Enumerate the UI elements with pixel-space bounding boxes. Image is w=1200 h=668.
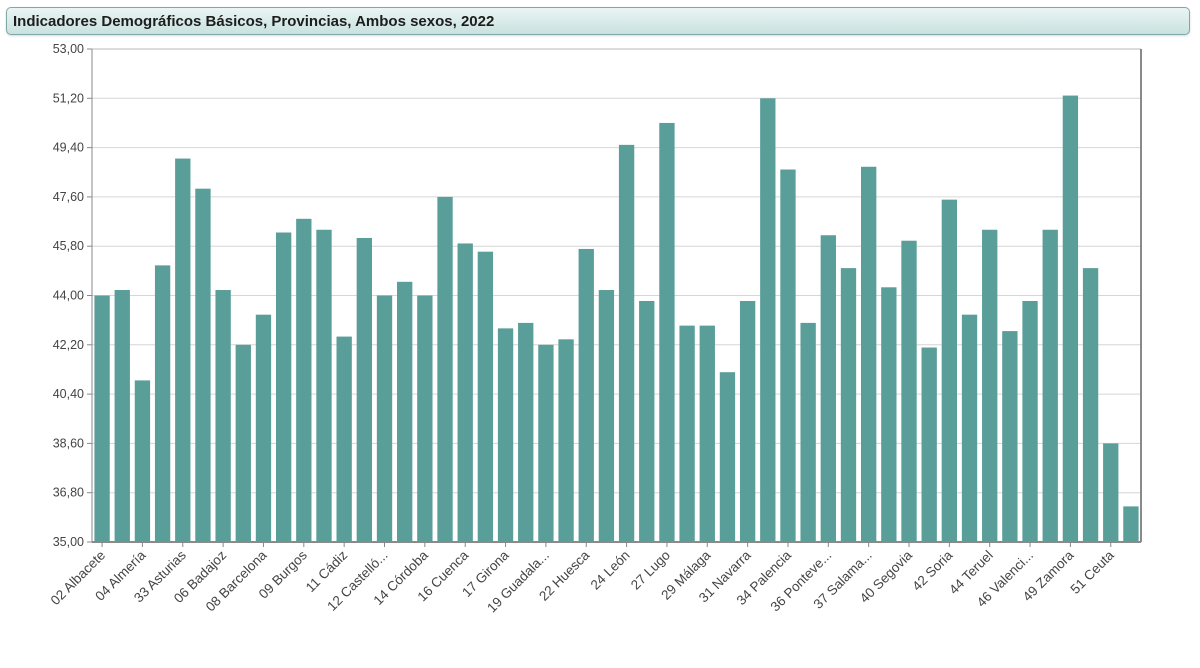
bar[interactable]	[134, 380, 151, 542]
bar[interactable]	[639, 300, 655, 542]
bar[interactable]	[154, 265, 171, 542]
chart-title-bar: Indicadores Demográficos Básicos, Provin…	[6, 7, 1190, 35]
bar[interactable]	[376, 295, 393, 543]
bar[interactable]	[518, 322, 534, 542]
bar[interactable]	[356, 237, 373, 542]
bar[interactable]	[1103, 443, 1119, 542]
bar[interactable]	[235, 344, 251, 542]
bar[interactable]	[780, 169, 796, 542]
bar[interactable]	[558, 339, 574, 542]
bar[interactable]	[538, 344, 554, 542]
bar[interactable]	[800, 322, 816, 542]
bar[interactable]	[982, 229, 998, 542]
bar[interactable]	[215, 290, 231, 542]
bar[interactable]	[477, 251, 494, 542]
bar[interactable]	[1062, 95, 1079, 543]
y-tick-label: 51,20	[53, 91, 84, 105]
bar[interactable]	[860, 166, 877, 542]
bar[interactable]	[961, 314, 978, 542]
bar[interactable]	[760, 98, 776, 543]
y-tick-label: 40,40	[53, 387, 84, 401]
bar[interactable]	[699, 325, 715, 542]
bar[interactable]	[941, 199, 958, 542]
bar[interactable]	[195, 188, 211, 542]
bar[interactable]	[881, 287, 897, 542]
chart-title: Indicadores Demográficos Básicos, Provin…	[13, 13, 495, 30]
y-axis: 35,00 36,80 38,60 40,40 42,20 44,00 45,80 47,60…	[53, 42, 92, 549]
bar[interactable]	[901, 240, 917, 542]
bar[interactable]	[618, 144, 635, 542]
y-tick-label: 35,00	[53, 535, 84, 549]
bar[interactable]	[1022, 300, 1038, 542]
bars	[94, 95, 1139, 543]
bar[interactable]	[336, 336, 352, 542]
bar[interactable]	[1042, 229, 1058, 542]
bar[interactable]	[739, 300, 756, 542]
y-tick-label: 42,20	[53, 338, 84, 352]
bar[interactable]	[175, 158, 191, 543]
bar[interactable]	[840, 268, 857, 542]
y-tick-label: 49,40	[53, 141, 84, 155]
y-tick-label: 53,00	[53, 42, 84, 56]
x-tick-label: 51 Ceuta	[1068, 547, 1118, 597]
bar[interactable]	[578, 248, 594, 542]
y-tick-label: 45,80	[53, 239, 84, 253]
bar[interactable]	[296, 218, 312, 543]
bar[interactable]	[114, 290, 130, 542]
bar[interactable]	[719, 372, 736, 542]
bar[interactable]	[497, 328, 514, 542]
x-tick-label: 24 León	[588, 548, 633, 593]
bar[interactable]	[275, 232, 292, 542]
y-tick-label: 38,60	[53, 436, 84, 450]
bar[interactable]	[1123, 506, 1139, 542]
bar[interactable]	[437, 196, 453, 542]
bar[interactable]	[1082, 268, 1099, 542]
bar[interactable]	[820, 235, 836, 542]
bar[interactable]	[598, 290, 615, 542]
bar[interactable]	[94, 295, 110, 543]
y-tick-label: 47,60	[53, 190, 84, 204]
bar[interactable]	[255, 314, 272, 542]
bar[interactable]	[397, 281, 413, 542]
bar[interactable]	[679, 325, 695, 542]
bar[interactable]	[457, 243, 473, 542]
y-tick-label: 36,80	[53, 486, 84, 500]
bar[interactable]	[659, 122, 675, 542]
bar[interactable]	[417, 295, 433, 543]
bar[interactable]	[316, 229, 332, 542]
bar[interactable]	[921, 347, 937, 542]
bar[interactable]	[1002, 331, 1018, 542]
y-tick-label: 44,00	[53, 289, 84, 303]
